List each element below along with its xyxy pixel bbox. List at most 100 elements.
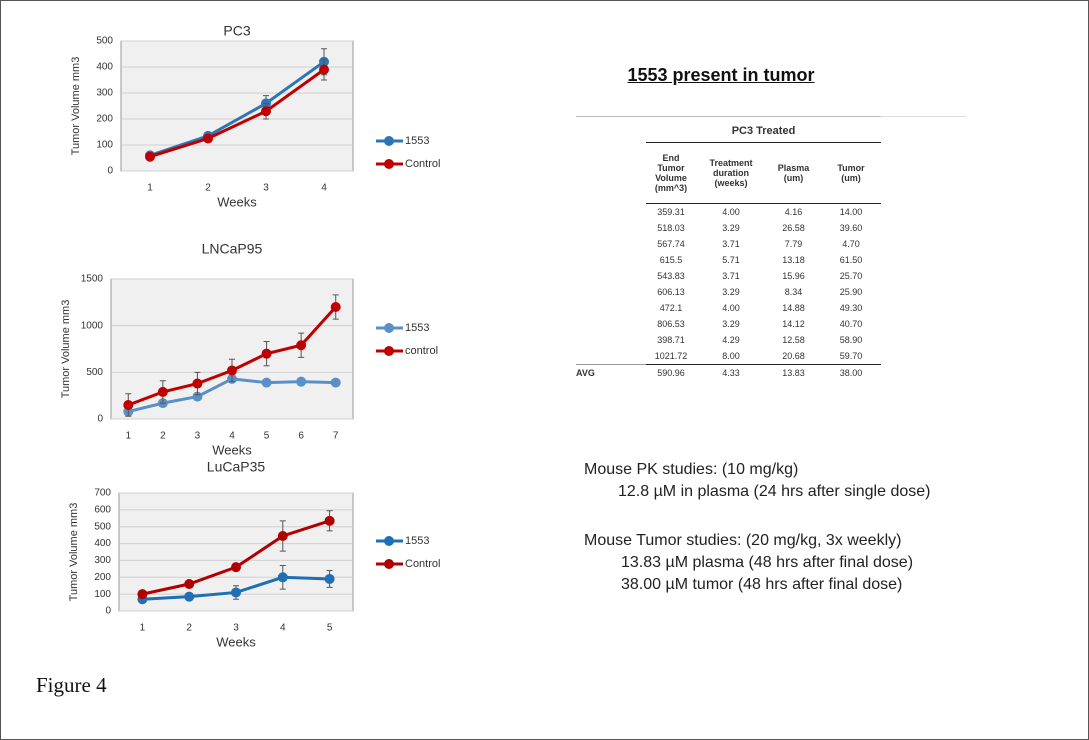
- table-cell: [576, 316, 646, 332]
- table-cell: 15.96: [782, 271, 805, 281]
- table-cell: 12.58: [782, 335, 805, 345]
- table-cell: 398.71: [657, 335, 685, 345]
- x-tick-label: 5: [264, 431, 270, 442]
- table-cell: 3.29: [722, 223, 740, 233]
- table-cell: 8.00: [696, 348, 766, 365]
- y-tick-label: 1500: [81, 274, 104, 285]
- table-cell: 518.03: [657, 223, 685, 233]
- column-header: Plasma (um): [766, 142, 821, 204]
- group-header: PC3 Treated: [646, 120, 881, 143]
- table-cell: [696, 116, 766, 120]
- data-point: [184, 579, 195, 590]
- data-point: [330, 302, 341, 312]
- data-point: [145, 151, 155, 162]
- table-header-row: End Tumor Volume (mm^3) Treatment duratio…: [576, 142, 966, 204]
- x-tick-label: 5: [327, 623, 333, 634]
- table-cell: [881, 143, 966, 204]
- table-cell: 472.1: [659, 303, 683, 313]
- table-cell: [881, 204, 966, 221]
- table-cell: [881, 284, 966, 300]
- y-tick-label: 0: [107, 166, 113, 177]
- table-cell: 1021.72: [646, 348, 696, 365]
- table-cell: [881, 316, 966, 332]
- x-tick-label: 2: [205, 183, 211, 194]
- table-cell: [881, 332, 966, 348]
- table-cell: 25.90: [839, 287, 863, 297]
- note: Mouse Tumor studies: (20 mg/kg, 3x weekl…: [584, 532, 902, 549]
- y-tick-label: 400: [96, 62, 113, 73]
- y-tick-label: 700: [94, 488, 111, 499]
- table-row: 398.71 4.29 12.58 58.90: [576, 332, 966, 348]
- table-cell: [576, 284, 646, 300]
- caption: Figure 4: [36, 673, 107, 697]
- table-row: 359.31 4.00 4.16 14.00: [576, 204, 966, 221]
- table-cell: [576, 204, 646, 221]
- legend-marker: [384, 136, 394, 146]
- table-cell: [881, 116, 966, 120]
- legend-marker: [384, 536, 394, 546]
- table-cell: [766, 116, 821, 120]
- table-cell: [881, 300, 966, 316]
- y-tick-label: 100: [96, 140, 113, 151]
- table-cell: [576, 300, 646, 316]
- table-cell: 4.16: [784, 207, 803, 217]
- data-point: [324, 515, 335, 526]
- table-cell: 4.29: [722, 335, 740, 345]
- data-point: [192, 391, 203, 402]
- data-point: [231, 562, 241, 573]
- table-cell: [821, 116, 881, 120]
- data-point: [319, 64, 329, 75]
- x-tick-label: 4: [229, 431, 235, 442]
- table-cell: 49.30: [839, 303, 863, 313]
- data-table: PC3 Treated End Tumor Volume (mm^3) Treatm…: [576, 116, 966, 381]
- y-tick-label: 500: [96, 36, 113, 47]
- table-cell: 3.29: [722, 319, 740, 329]
- table-row: 567.74 3.71 7.79 4.70: [576, 236, 966, 252]
- y-axis-label: Tumor Volume mm3: [70, 57, 82, 156]
- x-tick-label: 1: [147, 183, 153, 194]
- legend-marker: [384, 159, 394, 169]
- table-cell: 359.31: [657, 207, 685, 217]
- y-tick-label: 500: [94, 521, 111, 532]
- legend-label: 1553: [405, 535, 429, 547]
- table-cell: 4.00: [722, 303, 740, 313]
- legend-label: control: [405, 345, 438, 357]
- table-row: [576, 116, 966, 120]
- legend-label: Control: [405, 558, 440, 570]
- table-row: 606.13 3.29 8.34 25.90: [576, 284, 966, 300]
- table-row: 543.83 3.71 15.96 25.70: [576, 268, 966, 284]
- table-cell: 14.00: [839, 207, 863, 217]
- legend-marker: [384, 346, 394, 356]
- series-line: [149, 60, 325, 157]
- data-point: [330, 377, 341, 388]
- table-cell: [646, 116, 696, 120]
- series-line: [149, 68, 325, 159]
- x-tick-label: 6: [298, 431, 304, 442]
- x-tick-label: 7: [333, 431, 339, 442]
- x-axis-label: Weeks: [212, 442, 252, 457]
- note: Mouse PK studies: (10 mg/kg): [584, 461, 799, 478]
- x-axis-label: Weeks: [216, 634, 256, 649]
- table-cell: 590.96: [646, 364, 696, 381]
- y-tick-label: 500: [86, 367, 103, 378]
- table-cell: 13.18: [782, 255, 805, 265]
- x-tick-label: 3: [263, 183, 269, 194]
- legend-marker: [384, 559, 394, 569]
- table-cell: 4.70: [842, 239, 860, 249]
- table-title: 1553 present in tumor: [627, 65, 815, 85]
- data-point: [261, 106, 271, 117]
- y-tick-label: 400: [94, 538, 111, 549]
- x-tick-label: 2: [186, 623, 192, 634]
- column-header: Tumor (um): [821, 142, 881, 204]
- chart-title: PC3: [223, 23, 250, 39]
- y-axis-label: Tumor Volume mm3: [68, 503, 80, 602]
- table-cell: 3.29: [722, 287, 740, 297]
- data-point: [296, 376, 307, 387]
- avg-label: AVG: [576, 364, 646, 381]
- table-cell: [881, 268, 966, 284]
- table-cell: [576, 220, 646, 236]
- x-tick-label: 4: [321, 183, 327, 194]
- data-point: [137, 589, 148, 600]
- column-header: Treatment duration (weeks): [696, 142, 766, 204]
